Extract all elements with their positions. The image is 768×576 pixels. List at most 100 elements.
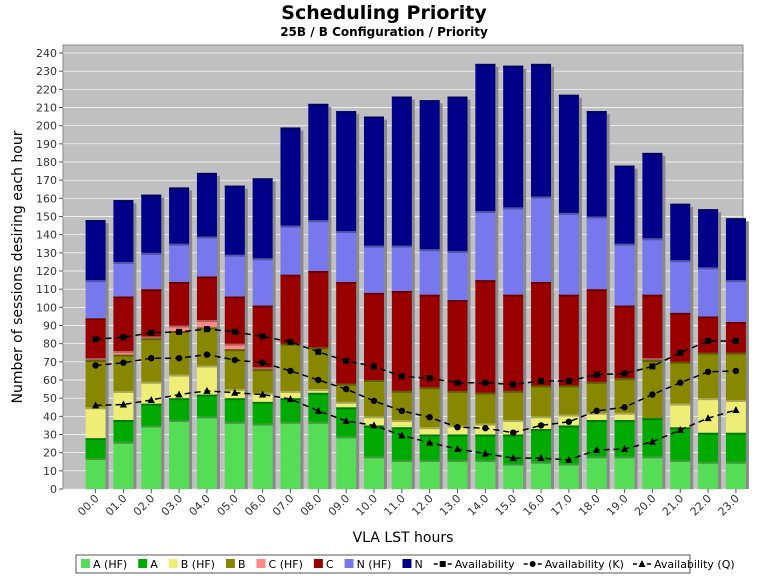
marker-circle	[593, 407, 600, 415]
bar-segment-a-hf	[614, 456, 635, 489]
bar-top-edge	[252, 423, 273, 426]
bar-segment-c-hf	[113, 350, 134, 355]
line-availability	[95, 328, 736, 386]
bar-top-edge	[670, 361, 691, 364]
bar-top-edge	[85, 280, 106, 283]
bar-top-edge	[336, 401, 357, 404]
x-tick-label: 09.0	[326, 492, 353, 519]
bar-segment-c	[475, 280, 496, 393]
bar-top-edge	[141, 425, 162, 428]
bar-top-edge	[447, 300, 468, 303]
bar-segment-b	[252, 369, 273, 393]
bar-fill	[531, 63, 552, 197]
bar-fill	[336, 436, 357, 489]
bar-top-edge	[670, 203, 691, 206]
bar-top-edge	[141, 252, 162, 255]
x-tick-label: 19.0	[604, 492, 631, 519]
bar-segment-c	[363, 292, 384, 380]
bar-segment-a-hf	[169, 419, 190, 489]
bar-top-edge	[308, 271, 329, 273]
bar-top-edge	[531, 385, 552, 388]
marker-square	[649, 363, 656, 370]
bar-top-edge	[391, 245, 412, 248]
bar-segment-a-hf	[308, 421, 329, 489]
bar-fill	[169, 281, 190, 326]
bar-segment-b	[196, 327, 217, 366]
bar-segment-a-hf	[196, 416, 217, 489]
bar-top-edge	[447, 434, 468, 437]
bar-top-edge	[503, 390, 524, 393]
bar-segment-b	[419, 387, 440, 428]
bar-fill	[85, 407, 106, 439]
y-tick-label: 210	[36, 102, 57, 115]
bar-segment-a	[252, 401, 273, 424]
bar-segment-n-hf	[113, 261, 134, 297]
x-tick-label: 20.0	[632, 492, 659, 519]
x-tick-label: 03.0	[159, 492, 186, 519]
bar-top-edge	[280, 225, 301, 228]
bar-segment-b-hf	[725, 399, 746, 433]
bar-fill	[614, 243, 635, 306]
bar-fill	[447, 251, 468, 301]
bar-top-edge	[113, 296, 134, 299]
bar-segment-c	[113, 296, 134, 351]
bar-top-edge	[391, 290, 412, 293]
bar-top-edge	[503, 207, 524, 210]
bar-fill	[642, 456, 663, 489]
y-tick-label: 120	[36, 265, 57, 278]
bar-top-edge	[725, 432, 746, 435]
x-tick-label: 12.0	[409, 492, 436, 519]
bar-fill	[113, 200, 134, 262]
marker-triangle	[676, 425, 684, 433]
bar-top-edge	[586, 216, 607, 219]
bar-top-edge	[586, 419, 607, 422]
bar-segment-b	[698, 352, 719, 399]
bar-top-edge	[336, 436, 357, 439]
bar-segment-c	[169, 281, 190, 326]
bar-fill	[224, 185, 245, 255]
bar-segment-b	[642, 360, 663, 419]
marker-triangle	[620, 445, 629, 453]
bar-segment-c	[558, 294, 579, 386]
bar-fill	[698, 352, 719, 399]
bar-segment-c-hf	[85, 358, 106, 361]
bar-segment-a	[725, 432, 746, 462]
bar-top-edge	[224, 254, 245, 257]
marker-circle	[370, 397, 378, 405]
bar-fill	[391, 290, 412, 391]
bar-segment-a-hf	[531, 461, 552, 489]
bar-fill	[642, 238, 663, 295]
bar-top-edge	[558, 94, 579, 97]
bar-segment-n	[169, 187, 190, 244]
marker-square	[259, 333, 266, 340]
bar-top-edge	[169, 325, 190, 328]
bar-fill	[419, 294, 440, 388]
bar-top-edge	[419, 427, 440, 430]
bar-fill	[475, 434, 496, 460]
bar-segment-a	[642, 418, 663, 457]
bar-segment-n	[725, 218, 746, 281]
bar-fill	[85, 280, 106, 319]
bar-top-edge	[614, 412, 635, 415]
bar-top-edge	[391, 427, 412, 430]
marker-square	[482, 379, 489, 386]
legend-label: B (HF)	[181, 558, 215, 571]
bar-segment-c-hf	[169, 325, 190, 331]
bar-fill	[558, 212, 579, 295]
bar-top-edge	[196, 365, 217, 368]
bar-segment-c	[336, 281, 357, 384]
bar-fill	[419, 100, 440, 250]
marker-triangle	[565, 455, 573, 463]
bar-top-edge	[252, 367, 273, 370]
bar-top-edge	[169, 398, 190, 401]
bar-fill	[558, 94, 579, 213]
marker-circle	[120, 359, 127, 366]
bar-segment-n-hf	[141, 252, 162, 290]
bar-segment-a	[531, 429, 552, 462]
bar-fill	[113, 419, 134, 442]
bar-top-edge	[642, 294, 663, 297]
bar-fill	[308, 421, 329, 489]
x-tick-label: 17.0	[548, 492, 575, 519]
bar-fill	[113, 261, 134, 297]
